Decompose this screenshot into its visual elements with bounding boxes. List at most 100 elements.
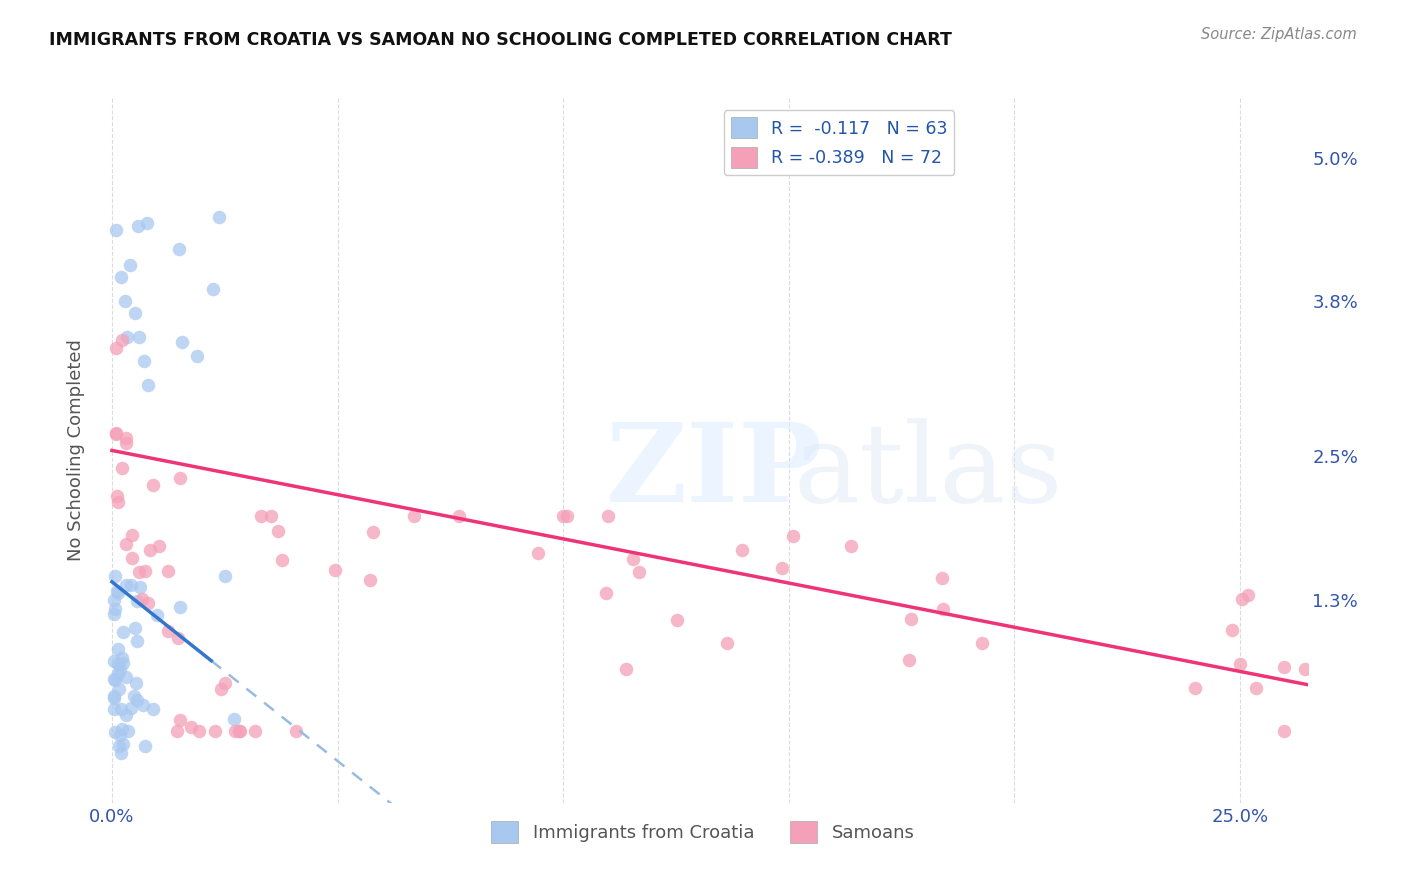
Point [146,607,169,622]
Point [972,635,994,649]
Point [139,543,162,558]
Point [157,624,180,638]
Point [361,525,384,540]
Point [118,258,141,272]
Point [107,739,129,753]
Point [103,689,125,703]
Point [115,537,138,551]
Point [595,586,617,600]
Point [266,524,288,539]
Point [105,425,128,440]
Point [931,571,953,585]
Point [125,633,148,648]
Point [120,701,142,715]
Point [129,580,152,594]
Point [110,270,132,285]
Point [124,675,146,690]
Point [228,724,250,739]
Point [204,724,226,739]
Point [115,431,138,445]
Point [132,354,155,368]
Point [169,714,191,728]
Point [323,562,346,576]
Point [115,708,138,723]
Point [111,722,134,736]
Legend: Immigrants from Croatia, Samoans: Immigrants from Croatia, Samoans [484,814,922,850]
Point [117,330,139,344]
Point [839,539,862,553]
Point [1272,659,1295,673]
Point [157,564,180,578]
Point [169,600,191,615]
Point [555,509,578,524]
Point [132,698,155,713]
Point [224,724,246,739]
Point [114,294,136,309]
Point [114,436,136,450]
Point [127,692,149,706]
Point [111,656,134,670]
Point [103,673,125,687]
Point [621,552,644,566]
Point [105,489,128,503]
Point [1272,724,1295,739]
Point [121,550,143,565]
Point [1229,657,1251,671]
Point [107,495,129,509]
Y-axis label: No Schooling Completed: No Schooling Completed [66,340,84,561]
Point [1184,681,1206,695]
Point [209,681,232,696]
Point [142,701,165,715]
Point [115,578,138,592]
Point [103,690,125,705]
Point [447,509,470,524]
Point [931,602,953,616]
Point [110,746,132,760]
Point [131,592,153,607]
Point [107,666,129,681]
Point [104,673,127,687]
Point [207,211,229,225]
Point [770,560,793,574]
Point [115,670,138,684]
Point [124,621,146,635]
Point [105,427,128,442]
Point [134,565,156,579]
Point [1220,624,1243,638]
Point [142,477,165,491]
Point [128,565,150,579]
Point [124,306,146,320]
Point [127,219,149,234]
Point [117,723,139,738]
Point [284,724,307,739]
Point [180,720,202,734]
Point [260,509,283,524]
Point [222,712,245,726]
Point [214,676,236,690]
Point [598,509,620,524]
Point [402,509,425,524]
Text: Source: ZipAtlas.com: Source: ZipAtlas.com [1201,27,1357,42]
Point [111,651,134,665]
Point [166,632,188,646]
Point [122,690,145,704]
Text: ZIP: ZIP [606,418,823,525]
Point [105,341,128,355]
Point [167,243,190,257]
Point [148,539,170,553]
Point [270,552,292,566]
Point [1237,588,1260,602]
Point [665,613,688,627]
Point [103,702,125,716]
Point [229,724,252,739]
Point [110,702,132,716]
Point [202,282,225,296]
Point [111,625,134,640]
Point [103,607,125,621]
Text: atlas: atlas [793,418,1063,525]
Point [526,545,548,559]
Point [214,569,236,583]
Point [1230,591,1253,606]
Point [900,612,922,626]
Point [553,509,575,524]
